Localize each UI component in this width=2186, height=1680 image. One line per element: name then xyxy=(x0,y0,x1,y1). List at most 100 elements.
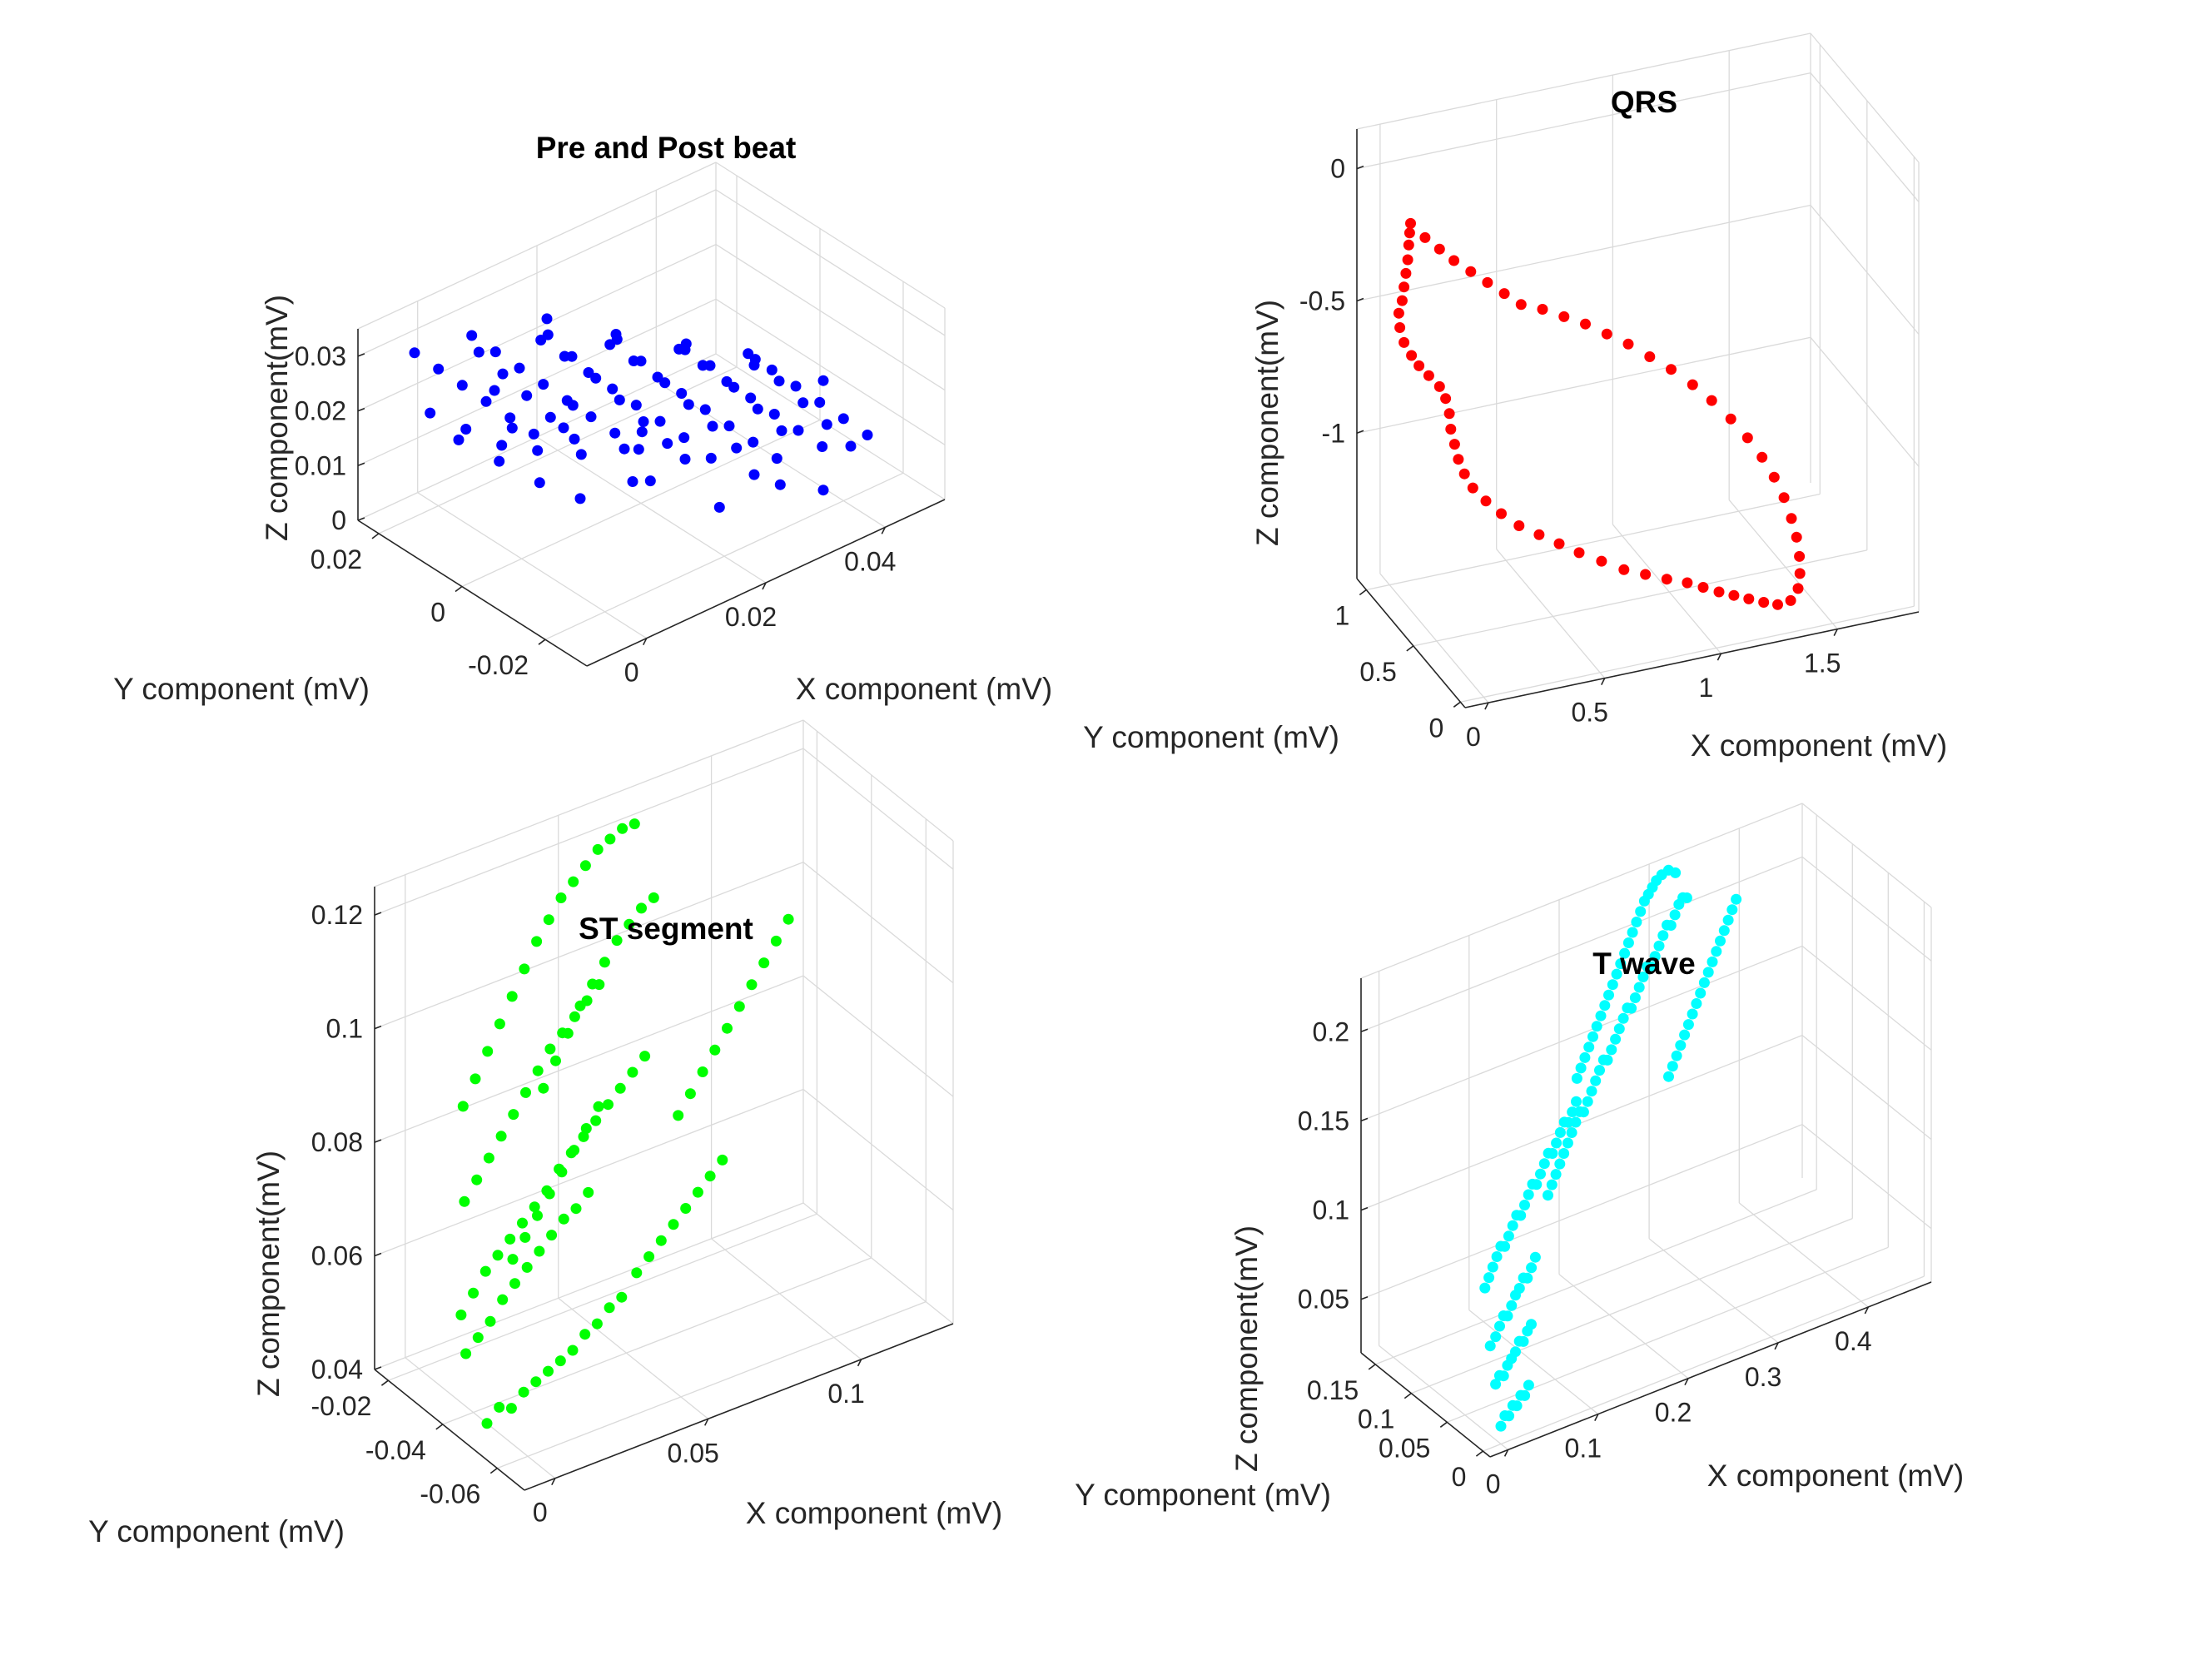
side-gridline-z xyxy=(1801,945,1932,1051)
y-tick-label: 1 xyxy=(1335,601,1350,631)
z-tick-mark xyxy=(1360,1117,1369,1122)
data-point xyxy=(569,1145,580,1156)
data-point xyxy=(1590,1075,1602,1086)
data-point xyxy=(1607,979,1618,991)
data-point xyxy=(611,935,623,947)
z-tick-mark xyxy=(374,1139,382,1143)
data-point xyxy=(1617,1012,1629,1024)
y-tick-label: 0.05 xyxy=(1379,1433,1430,1463)
data-point xyxy=(1666,364,1677,375)
data-point xyxy=(1587,1031,1598,1042)
y-tick-mark xyxy=(1453,701,1461,708)
x-axis-label: X component (mV) xyxy=(746,1496,1002,1530)
data-point xyxy=(1637,972,1649,982)
data-point xyxy=(543,1365,554,1377)
data-point xyxy=(679,344,691,355)
back-gridline-z xyxy=(1360,1124,1803,1300)
data-point xyxy=(1495,1420,1507,1432)
floor-gridline-y xyxy=(1447,1246,1889,1423)
x-tick-mark xyxy=(1484,702,1489,710)
data-point xyxy=(505,1403,517,1414)
floor-gridline-x xyxy=(405,1357,556,1479)
data-point xyxy=(1681,892,1692,903)
data-point xyxy=(1554,1158,1566,1170)
side-gridline-z xyxy=(802,975,954,1097)
data-point xyxy=(1713,586,1725,598)
data-point xyxy=(1682,1019,1694,1031)
z-tick-label: 0.05 xyxy=(1298,1285,1349,1315)
data-point xyxy=(1482,276,1493,288)
data-point xyxy=(532,445,544,456)
data-point xyxy=(1483,1272,1495,1284)
data-point xyxy=(1558,311,1570,322)
data-point xyxy=(519,1231,531,1243)
y-tick-label: 0 xyxy=(430,598,445,628)
data-point xyxy=(460,424,472,435)
data-point xyxy=(770,935,782,947)
data-point xyxy=(704,360,716,371)
data-point xyxy=(550,1055,561,1066)
data-point xyxy=(1657,930,1669,942)
data-point xyxy=(479,1265,491,1277)
z-tick-label: 0.03 xyxy=(295,341,346,371)
data-point xyxy=(614,1082,626,1094)
floor-gridline-x xyxy=(1468,1310,1599,1415)
data-point xyxy=(776,425,787,436)
data-point xyxy=(574,493,586,504)
data-point xyxy=(1778,492,1790,504)
data-point xyxy=(1591,1021,1602,1032)
z-tick-label: 0.02 xyxy=(295,396,346,426)
y-tick-label: -0.04 xyxy=(365,1435,426,1465)
z-tick-mark xyxy=(1360,1206,1369,1211)
data-point xyxy=(554,1355,566,1367)
data-point xyxy=(590,372,602,384)
data-point xyxy=(1731,893,1742,905)
z-tick-label: 0.1 xyxy=(326,1014,363,1044)
data-point xyxy=(519,963,530,975)
y-tick-mark xyxy=(455,585,463,593)
back-gridline-z xyxy=(357,244,717,412)
floor-gridline-x xyxy=(417,492,648,639)
floor-gridline-x xyxy=(1612,524,1721,654)
z-tick-label: -0.5 xyxy=(1299,286,1345,316)
data-point xyxy=(460,1348,472,1359)
data-point xyxy=(592,843,604,855)
data-point xyxy=(837,413,849,425)
data-point xyxy=(676,388,688,399)
data-point xyxy=(1613,1023,1625,1035)
data-point xyxy=(1794,550,1806,562)
x-tick-label: 0.1 xyxy=(827,1379,864,1409)
data-point xyxy=(1518,1335,1529,1347)
floor-gridline-y xyxy=(1460,605,1915,703)
data-point xyxy=(1413,360,1425,371)
data-point xyxy=(1404,227,1415,239)
floor-gridline-y xyxy=(388,1213,817,1381)
data-point xyxy=(1687,379,1698,390)
side-gridline-z xyxy=(1810,205,1920,335)
z-tick-label: 0.08 xyxy=(311,1127,363,1157)
z-tick-mark xyxy=(374,1366,382,1370)
floor-gridline-y xyxy=(442,1257,872,1425)
data-point xyxy=(1496,508,1507,519)
chart-panel-2: 0 0.5 1 1.5 0 0.5 1 -1 -0.5 0 QRS X component (mV) Y… xyxy=(1083,32,1947,763)
data-point xyxy=(579,1329,591,1340)
data-point xyxy=(1484,1340,1496,1352)
x-tick-mark xyxy=(1717,653,1722,661)
data-point xyxy=(1538,1158,1550,1170)
data-point xyxy=(1602,1054,1613,1066)
x-tick-label: 0.5 xyxy=(1571,698,1607,728)
y-tick-label: -0.06 xyxy=(420,1479,480,1509)
side-gridline-z xyxy=(1801,1124,1932,1230)
data-point xyxy=(590,1115,602,1126)
y-axis-line xyxy=(357,519,588,667)
y-tick-mark xyxy=(1406,645,1414,652)
data-point xyxy=(1706,395,1717,406)
data-point xyxy=(1596,555,1607,567)
data-point xyxy=(1465,266,1477,277)
pane-edge xyxy=(374,719,804,887)
z-tick-label: -1 xyxy=(1322,418,1345,448)
data-point xyxy=(1399,281,1410,293)
data-point xyxy=(1554,1126,1566,1138)
data-point xyxy=(817,375,829,386)
data-point xyxy=(1715,935,1726,947)
